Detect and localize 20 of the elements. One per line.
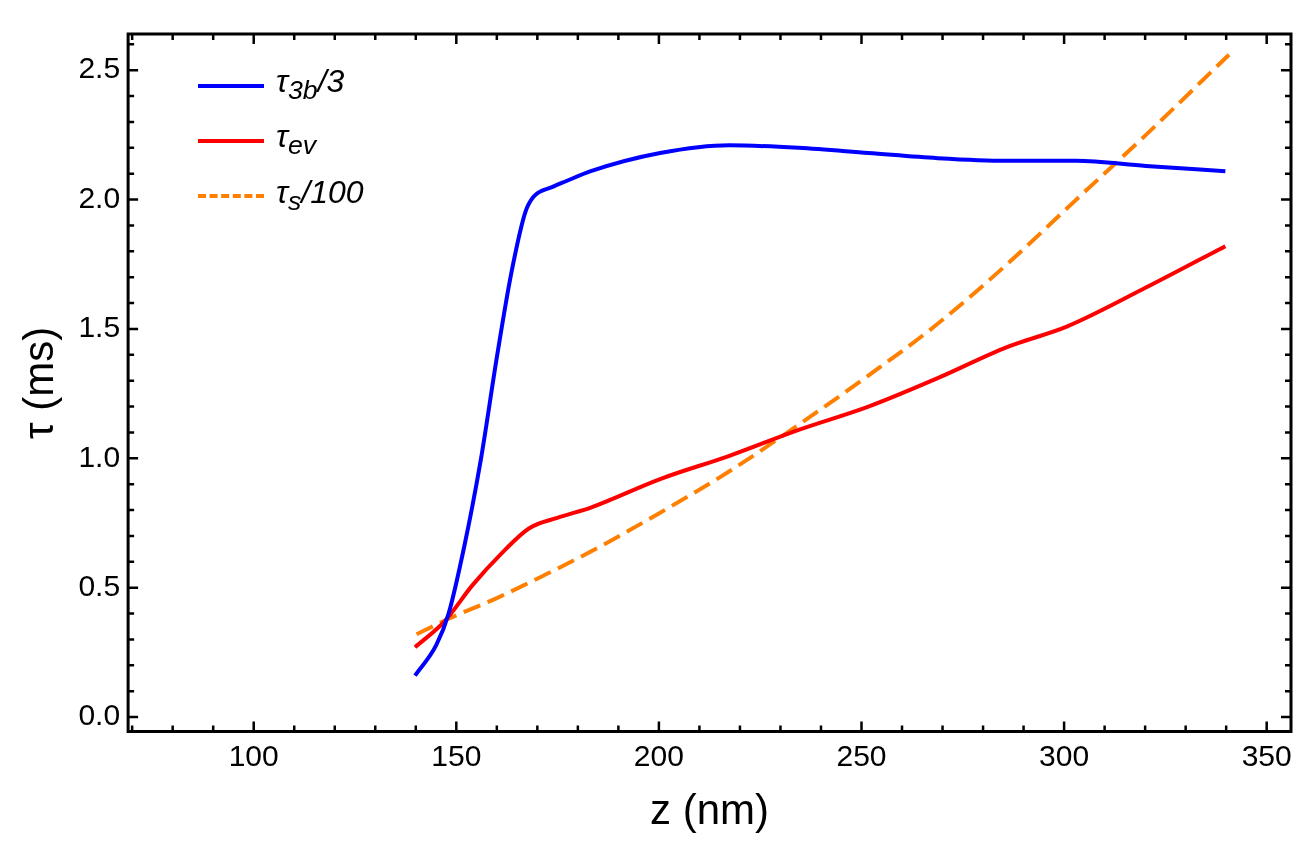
x-tick-label: 150 bbox=[431, 738, 482, 772]
y-tick-label: 1.0 bbox=[78, 439, 121, 473]
legend-label: τ$_{3b}$/3 bbox=[276, 62, 345, 108]
line-series bbox=[412, 244, 1228, 650]
y-axis-title: τ (ms) bbox=[14, 326, 62, 439]
y-tick-label: 0.5 bbox=[78, 569, 121, 602]
line-series bbox=[414, 52, 1232, 637]
y-tick-label: 0.0 bbox=[78, 698, 121, 732]
x-tick-label: 350 bbox=[1241, 738, 1292, 772]
x-tick-label: 100 bbox=[228, 738, 279, 772]
line-series bbox=[412, 143, 1228, 678]
y-tick-label: 1.5 bbox=[78, 310, 121, 344]
y-tick-label: 2.5 bbox=[78, 51, 121, 85]
legend-label: τ$_{s}$/100 bbox=[276, 172, 364, 219]
legend-label: τ$_{ev}$ bbox=[276, 117, 317, 163]
x-tick-label: 250 bbox=[836, 738, 887, 772]
x-tick-label: 200 bbox=[633, 738, 684, 772]
y-tick-label: 2.0 bbox=[78, 180, 121, 214]
x-tick-label: 300 bbox=[1039, 738, 1090, 772]
x-axis-title: z (nm) bbox=[650, 786, 770, 834]
